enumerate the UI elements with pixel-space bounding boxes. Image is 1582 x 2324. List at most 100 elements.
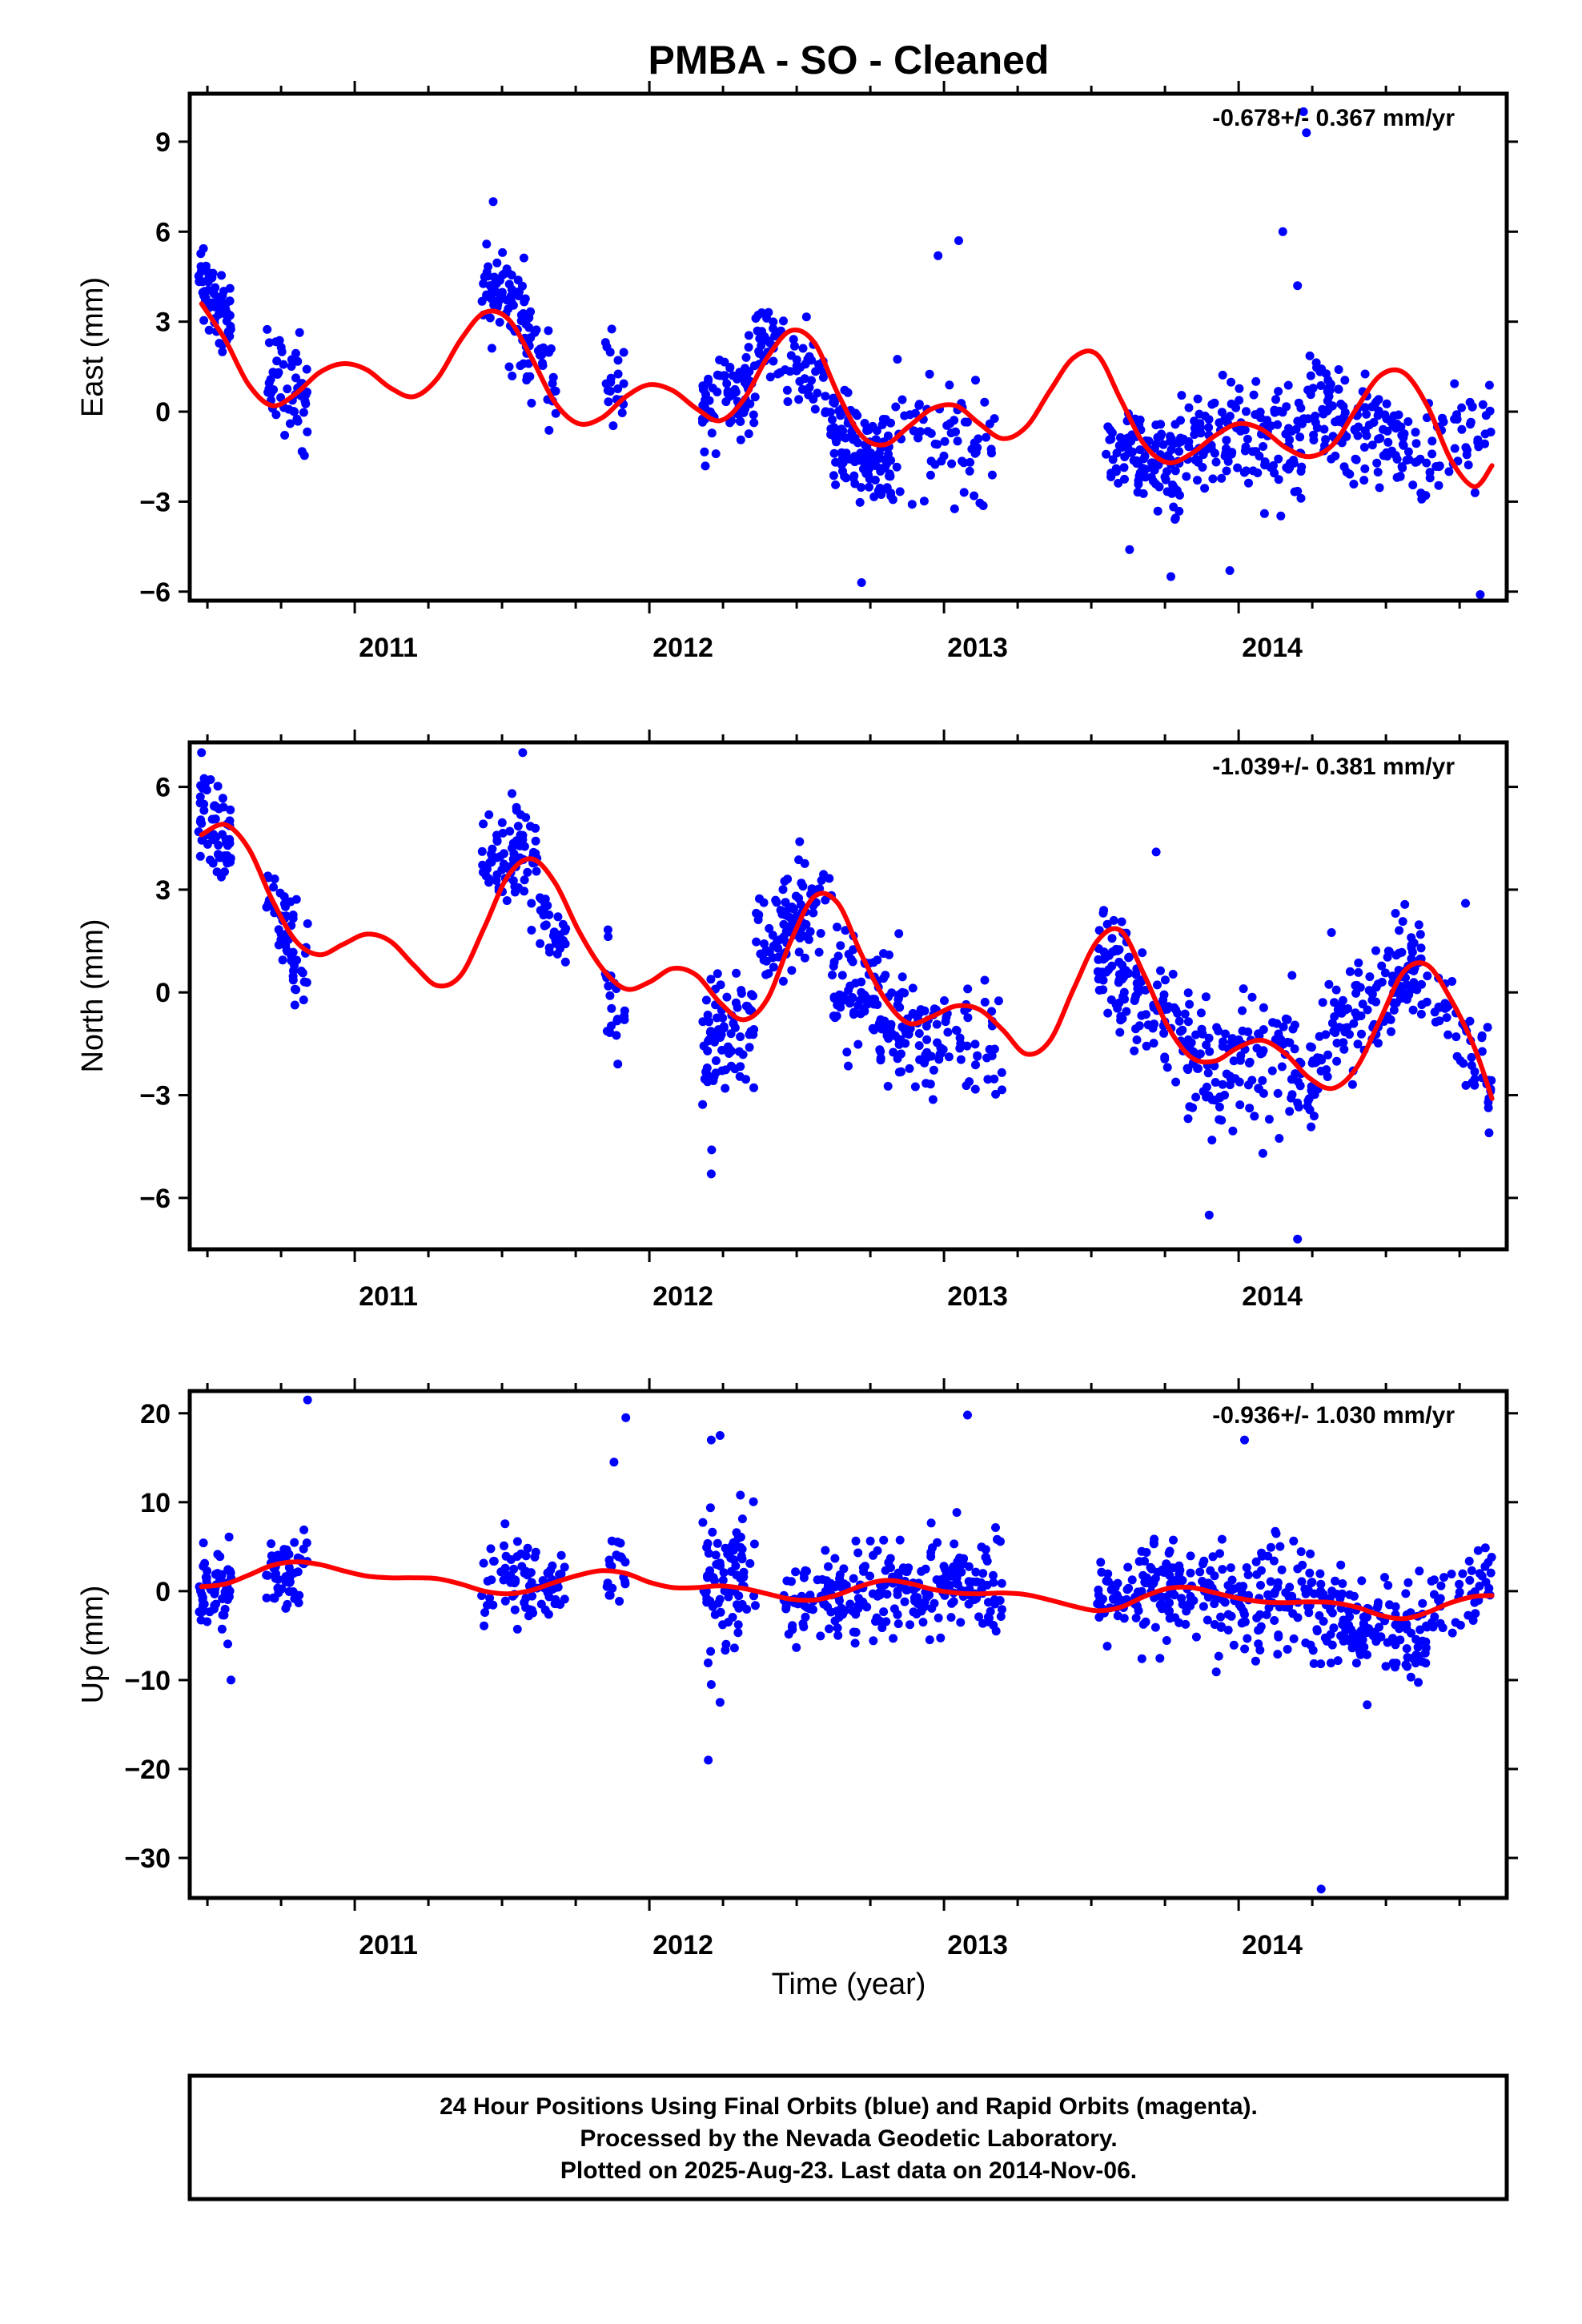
north-data-point bbox=[290, 1000, 299, 1010]
east-data-point bbox=[489, 272, 499, 282]
north-data-point bbox=[1132, 979, 1142, 988]
up-data-point bbox=[1436, 1581, 1446, 1590]
east-data-point bbox=[291, 348, 300, 358]
north-data-point bbox=[195, 792, 205, 802]
up-data-point bbox=[1157, 1592, 1166, 1602]
east-data-point bbox=[601, 379, 611, 388]
east-data-point bbox=[801, 312, 811, 322]
east-data-point bbox=[1383, 437, 1393, 447]
east-data-point bbox=[720, 371, 729, 380]
north-data-point bbox=[1102, 919, 1112, 929]
north-data-point bbox=[1174, 1016, 1184, 1026]
east-data-point bbox=[513, 275, 523, 285]
north-data-point bbox=[765, 923, 774, 933]
east-data-point bbox=[498, 247, 508, 257]
north-data-point bbox=[296, 967, 306, 975]
up-data-point bbox=[1270, 1589, 1279, 1598]
east-data-point bbox=[1274, 475, 1283, 485]
up-data-point bbox=[1216, 1612, 1226, 1622]
east-x-tick-label: 2013 bbox=[947, 633, 1008, 663]
east-data-point bbox=[297, 447, 307, 456]
up-data-point bbox=[1109, 1594, 1118, 1604]
up-data-point bbox=[1164, 1607, 1174, 1616]
east-data-point bbox=[1485, 406, 1495, 416]
up-data-point bbox=[698, 1518, 708, 1527]
east-data-point bbox=[1239, 468, 1249, 477]
east-data-point bbox=[1411, 428, 1420, 437]
east-data-point bbox=[516, 361, 525, 371]
east-data-point bbox=[1120, 452, 1130, 461]
north-data-point bbox=[1117, 917, 1126, 927]
north-data-point bbox=[531, 823, 540, 833]
up-data-point bbox=[215, 1552, 225, 1562]
north-data-point bbox=[849, 1007, 858, 1017]
up-data-point bbox=[1342, 1634, 1351, 1644]
east-data-point bbox=[1178, 434, 1188, 444]
east-data-point bbox=[1305, 351, 1315, 360]
north-data-point bbox=[749, 1025, 759, 1034]
up-data-point bbox=[1414, 1651, 1423, 1661]
north-data-point bbox=[897, 1022, 907, 1031]
up-data-point bbox=[1402, 1624, 1411, 1634]
east-data-point bbox=[1251, 376, 1261, 386]
east-data-point bbox=[600, 338, 610, 348]
north-data-point bbox=[551, 939, 560, 948]
north-data-point bbox=[604, 932, 613, 942]
east-data-point bbox=[888, 495, 897, 505]
east-data-point bbox=[825, 408, 835, 417]
east-data-point bbox=[1299, 107, 1308, 116]
east-data-point bbox=[263, 324, 272, 334]
up-data-point bbox=[1338, 1579, 1347, 1588]
north-data-point bbox=[1365, 972, 1375, 982]
east-data-point bbox=[1403, 447, 1413, 456]
east-data-point bbox=[891, 402, 901, 412]
east-data-point bbox=[857, 452, 866, 462]
up-data-point bbox=[736, 1490, 745, 1500]
up-data-point bbox=[1211, 1667, 1221, 1677]
up-data-point bbox=[1150, 1575, 1159, 1585]
east-data-point bbox=[1422, 458, 1431, 468]
up-data-point bbox=[1127, 1575, 1137, 1585]
up-data-point bbox=[1344, 1606, 1353, 1615]
east-data-point bbox=[1388, 420, 1398, 430]
north-data-point bbox=[1339, 1044, 1349, 1054]
up-data-point bbox=[832, 1580, 841, 1590]
up-data-point bbox=[1391, 1620, 1400, 1630]
east-data-point bbox=[299, 408, 308, 417]
up-data-point bbox=[981, 1545, 990, 1554]
north-data-point bbox=[1354, 958, 1363, 967]
north-data-point bbox=[1106, 995, 1116, 1004]
up-data-point bbox=[1383, 1638, 1392, 1647]
east-data-point bbox=[1141, 464, 1150, 474]
up-data-point bbox=[1243, 1634, 1252, 1643]
north-data-point bbox=[1408, 1005, 1418, 1015]
north-data-point bbox=[910, 1082, 920, 1092]
east-data-point bbox=[711, 449, 721, 459]
up-data-point bbox=[872, 1613, 881, 1622]
east-data-point bbox=[1108, 455, 1118, 464]
up-data-point bbox=[1199, 1602, 1208, 1611]
east-data-point bbox=[876, 464, 885, 474]
north-data-point bbox=[1373, 1039, 1383, 1048]
east-data-point bbox=[1132, 459, 1142, 468]
up-data-point bbox=[736, 1532, 745, 1542]
footer-line-2: Processed by the Nevada Geodetic Laborat… bbox=[580, 2125, 1117, 2152]
east-data-point bbox=[1367, 402, 1377, 412]
up-data-point bbox=[520, 1568, 529, 1578]
east-data-point bbox=[919, 497, 929, 506]
up-data-point bbox=[751, 1601, 760, 1610]
east-data-point bbox=[504, 268, 513, 278]
north-data-point bbox=[207, 814, 217, 824]
east-data-point bbox=[1383, 452, 1392, 461]
up-data-point bbox=[1312, 1626, 1322, 1636]
up-data-point bbox=[1274, 1630, 1283, 1639]
east-data-points bbox=[194, 107, 1496, 599]
north-data-point bbox=[1484, 1128, 1494, 1138]
up-data-point bbox=[1473, 1546, 1483, 1555]
east-data-point bbox=[753, 310, 763, 320]
up-data-point bbox=[1186, 1551, 1195, 1561]
up-data-point bbox=[956, 1618, 966, 1627]
north-data-point bbox=[1416, 1009, 1426, 1019]
east-data-point bbox=[1243, 434, 1252, 444]
up-data-point bbox=[932, 1575, 942, 1585]
